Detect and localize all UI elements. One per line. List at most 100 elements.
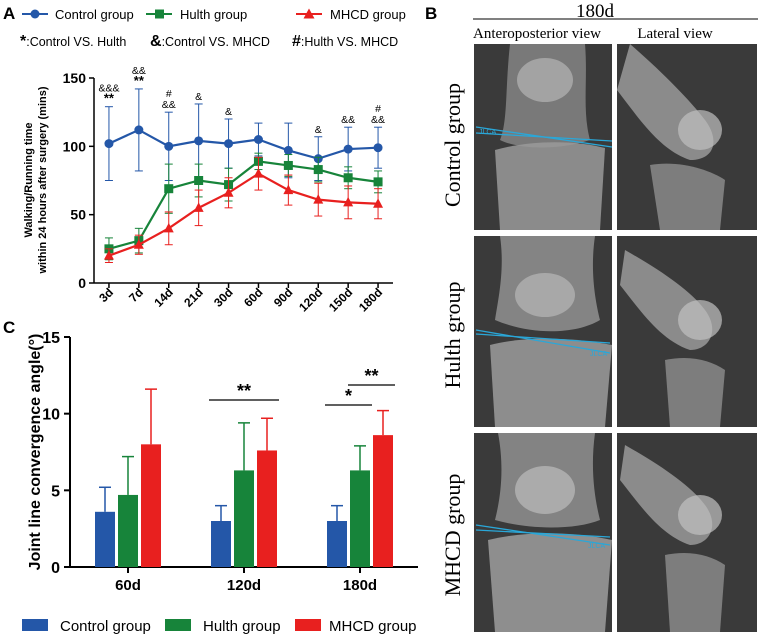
point-mhcd (343, 196, 354, 207)
x-tick-label-c: 120d (227, 577, 261, 594)
x-tick-label-c: 180d (343, 577, 377, 594)
point-control (283, 145, 293, 155)
xray-mhcd-lateral (617, 433, 757, 632)
bar-hulth (234, 470, 254, 567)
legend-a-control-label: Control group (55, 7, 134, 22)
x-tick-label-a: 90d (271, 285, 296, 310)
point-hulth (283, 160, 293, 170)
point-hulth (164, 184, 174, 194)
legend-c-control-label: Control group (60, 618, 151, 635)
significance-mark: # (166, 88, 172, 100)
ylabel-a-line1: Walking/Running time (23, 122, 35, 237)
y-tick-label-a: 0 (78, 275, 86, 291)
significance-label: ** (364, 366, 378, 386)
xray-control-ap: JLCA (474, 44, 613, 230)
significance-mark: && (162, 99, 176, 111)
legend-a-mhcd-label: MHCD group (330, 7, 406, 22)
legend-c-mhcd-swatch (295, 619, 321, 631)
legend-a: Control group Hulth group MHCD group (22, 7, 406, 22)
row-label-control: Control group (440, 83, 465, 207)
x-tick-label-a: 3d (96, 285, 116, 305)
legend-a-control-marker (30, 9, 40, 19)
row-label-hulth: Hulth group (440, 282, 465, 389)
x-tick-label-a: 7d (126, 285, 146, 305)
point-mhcd (283, 184, 294, 195)
row-label-mhcd: MHCD group (440, 474, 465, 597)
x-tick-label-a: 14d (151, 285, 176, 310)
column-ap-label: Anteroposterior view (473, 26, 601, 42)
y-tick-label-a: 100 (63, 138, 87, 154)
bar-control (327, 521, 347, 567)
x-tick-label-c: 60d (115, 577, 141, 594)
legend-a-hulth-marker (155, 9, 164, 19)
significance-mark: & (225, 106, 232, 118)
panel-b-label: B (425, 4, 437, 23)
x-tick-label-a: 60d (241, 285, 266, 310)
bar-mhcd (373, 435, 393, 567)
point-control (373, 143, 383, 153)
significance-notes: *:Control VS. Hulth &:Control VS. MHCD #… (20, 33, 398, 50)
point-mhcd (223, 187, 234, 197)
column-lateral-label: Lateral view (637, 26, 713, 42)
x-tick-label-a: 120d (296, 285, 325, 314)
significance-mark: &&& (98, 83, 119, 95)
xray-control-lateral (617, 44, 757, 230)
panel-c-label: C (3, 318, 15, 337)
note-hulth-mhcd: #:Hulth VS. MHCD (292, 33, 398, 50)
bar-mhcd (141, 444, 161, 567)
bar-control (211, 521, 231, 567)
significance-label: * (345, 386, 352, 406)
legend-c-mhcd-label: MHCD group (329, 618, 417, 635)
legend-c-hulth-swatch (165, 619, 191, 631)
x-tick-label-a: 30d (211, 285, 236, 310)
legend-c-hulth-label: Hulth group (203, 618, 281, 635)
legend-c: Control group Hulth group MHCD group (22, 618, 417, 635)
legend-c-control-swatch (22, 619, 48, 631)
significance-mark: && (132, 65, 146, 77)
legend-a-hulth-label: Hulth group (180, 7, 247, 22)
point-hulth (343, 173, 353, 183)
x-tick-label-a: 150d (326, 285, 355, 314)
xray-hulth-lateral (617, 236, 757, 427)
point-mhcd (313, 194, 324, 204)
significance-mark: ** (134, 73, 145, 88)
significance-mark: # (375, 103, 381, 115)
note-control-mhcd: &:Control VS. MHCD (150, 33, 270, 50)
legend-a-mhcd-marker (303, 8, 315, 19)
bar-mhcd (257, 450, 277, 567)
point-control (104, 139, 114, 149)
bar-hulth (118, 494, 138, 567)
significance-mark: ** (104, 91, 115, 106)
ylabel-a-line2: within 24 hours after surgery (mins) (37, 86, 49, 274)
bar-hulth (350, 470, 370, 567)
significance-mark: && (371, 114, 385, 126)
point-control (224, 139, 234, 149)
point-control (194, 136, 204, 146)
jlca-tag-hulth: JLCA (590, 351, 607, 358)
point-hulth (373, 177, 383, 187)
x-tick-label-a: 180d (356, 285, 385, 314)
jlca-tag-mhcd: JLCA (588, 543, 605, 550)
y-tick-label-c: 10 (42, 407, 60, 424)
jlca-tag-control: JLCA (479, 129, 496, 136)
ylabel-c: Joint line convergence angle(°) (27, 334, 44, 571)
significance-mark: & (315, 124, 322, 136)
point-control (134, 125, 144, 135)
y-tick-label-c: 15 (42, 330, 60, 347)
series-line-hulth (108, 160, 379, 250)
x-tick-label-a: 21d (181, 285, 206, 310)
point-mhcd (133, 239, 144, 249)
y-tick-label-c: 0 (51, 560, 60, 577)
series-line-control (108, 128, 379, 160)
point-mhcd (193, 202, 204, 212)
series-line-mhcd (108, 172, 379, 257)
point-hulth (313, 165, 323, 175)
bar-control (95, 511, 115, 567)
y-tick-label-a: 50 (70, 207, 86, 223)
significance-mark: && (341, 114, 355, 126)
point-control (164, 141, 174, 151)
point-mhcd (163, 222, 174, 233)
significance-label: ** (237, 381, 251, 401)
